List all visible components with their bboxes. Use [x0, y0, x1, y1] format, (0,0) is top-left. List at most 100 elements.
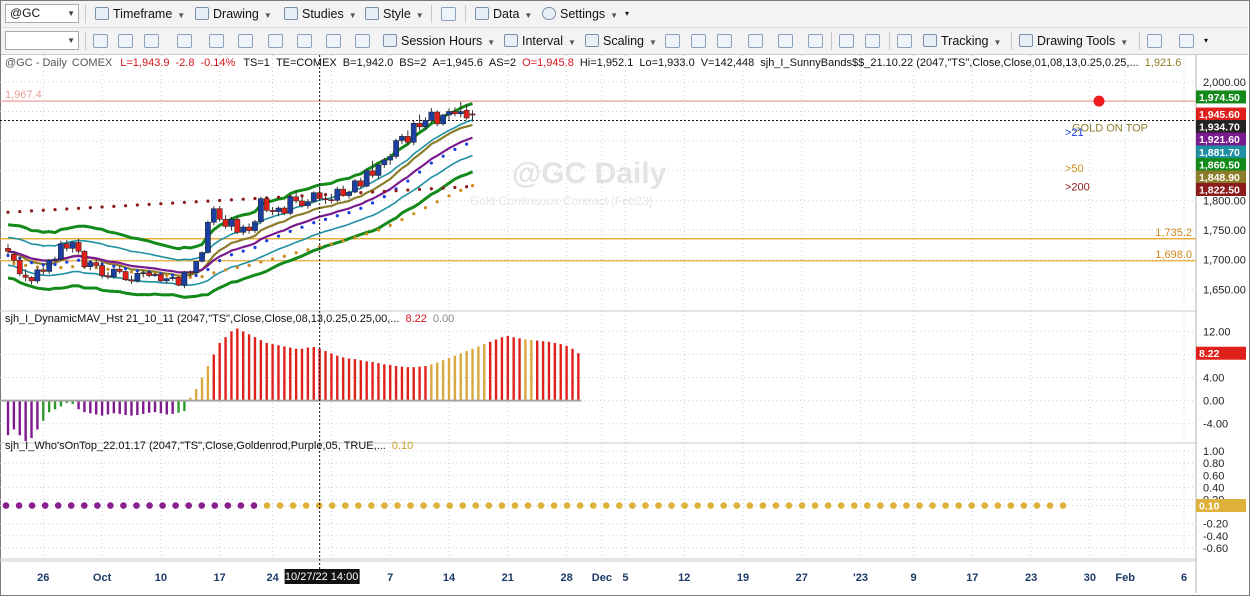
gold-dot — [263, 502, 271, 509]
settings-button[interactable]: Settings ▼ — [542, 4, 618, 24]
candle-body — [363, 170, 370, 187]
candle-body — [140, 272, 147, 274]
price-tag: 1,822.50 — [1199, 184, 1240, 196]
candle-body — [293, 196, 299, 202]
ma200-dot — [41, 208, 45, 212]
gold-dot — [616, 502, 623, 509]
chevron-down-icon: ▼ — [568, 38, 576, 47]
percent-icon[interactable] — [209, 34, 224, 48]
gold-dot — [407, 502, 414, 509]
candle-body — [234, 219, 241, 233]
dynamic-mav-value-2: 0.00 — [433, 313, 454, 325]
ma200-dot — [323, 193, 328, 197]
ma50-dot — [271, 257, 275, 261]
trendline-icon[interactable] — [1147, 34, 1162, 48]
link-icon[interactable] — [326, 34, 341, 48]
histogram-tag: 8.22 — [1199, 348, 1220, 360]
scaling-button[interactable]: Scaling ▼ — [585, 31, 657, 51]
link-icon[interactable] — [355, 34, 370, 48]
ma50-dot — [306, 248, 310, 252]
candle-body — [428, 111, 435, 121]
undo-icon[interactable] — [144, 34, 159, 48]
candle-body — [93, 262, 100, 266]
gold-dot — [576, 502, 584, 509]
chevron-down-icon: ▼ — [993, 38, 1002, 47]
gold-dot — [942, 502, 949, 509]
ma50-dot — [353, 236, 357, 240]
candle-body — [452, 111, 458, 115]
studies-button[interactable]: Studies ▼ — [284, 4, 357, 24]
session-break-icon[interactable] — [808, 34, 823, 48]
whos-on-top-tag: 0.10 — [1199, 501, 1220, 513]
ma21-dot — [171, 273, 175, 277]
drawing-tools-button[interactable]: Drawing Tools ▼ — [1019, 31, 1128, 51]
price-tick-label: 1,650.00 — [1203, 284, 1246, 296]
candlestick-hollow-icon[interactable] — [717, 34, 732, 48]
whos-on-top-tag-bg — [1196, 499, 1246, 513]
ma21-dot — [453, 147, 457, 151]
dollar-icon[interactable] — [177, 34, 192, 48]
timeframe-button[interactable]: Timeframe ▼ — [95, 4, 185, 24]
gauge-icon[interactable] — [1179, 34, 1194, 48]
ohlc-bar-icon[interactable] — [665, 34, 680, 48]
symbol-combo[interactable]: @GC ▼ — [5, 4, 79, 23]
purple-dot — [54, 502, 62, 509]
dot-bar-icon[interactable] — [748, 34, 763, 48]
interval-combo[interactable]: ▼ — [5, 31, 79, 50]
toolbar-overflow-chevron[interactable]: ▾ — [625, 9, 630, 18]
style-label: Style — [383, 7, 411, 21]
style-button[interactable]: Style ▼ — [365, 4, 424, 24]
candle-body — [263, 198, 270, 211]
whos-on-top-tick-label: -0.40 — [1203, 531, 1228, 543]
interval-button[interactable]: Interval ▼ — [504, 31, 576, 51]
price-tick-label: 2,000.00 — [1203, 77, 1246, 89]
bar-icon[interactable] — [297, 34, 312, 48]
candle-body — [440, 114, 446, 125]
watermark-subtitle: Gold Continuous Contract [Feb23] — [470, 194, 652, 208]
ma200-dot — [88, 206, 92, 210]
candlestick-icon[interactable] — [691, 34, 706, 48]
candle-body — [404, 136, 411, 143]
crosshair-date-bg — [284, 569, 360, 584]
drawing-button[interactable]: Drawing ▼ — [195, 4, 272, 24]
sunny-bands-value: 1,921.6 — [1145, 57, 1182, 69]
chart-area[interactable]: 1,967.4 1,735.2 1,698.0 @GC Daily Gold Cont… — [0, 55, 1250, 595]
purple-dot — [250, 502, 258, 509]
annotation-label: >50 — [1065, 163, 1084, 175]
drawing-tools-icon — [1019, 34, 1033, 47]
zoom-out-icon[interactable] — [865, 34, 880, 48]
cursor-icon[interactable] — [93, 34, 108, 48]
ma50-dot — [435, 200, 439, 204]
data-button[interactable]: Data ▼ — [475, 4, 532, 24]
candle-body — [375, 164, 382, 176]
time-tick-label: '23 — [853, 572, 868, 584]
chart-type-icon[interactable] — [268, 34, 283, 48]
grid-icon[interactable] — [238, 34, 253, 48]
candle-body — [205, 222, 211, 253]
ma50-dot — [247, 263, 251, 267]
candle-body — [369, 170, 376, 176]
zoom-out-icon[interactable] — [118, 34, 133, 48]
data-window-icon[interactable] — [897, 34, 912, 48]
price-tag-bg — [1196, 107, 1246, 121]
studies-icon — [284, 7, 298, 20]
chevron-down-icon: ▼ — [67, 36, 75, 45]
purple-dot — [28, 502, 36, 509]
candle-body — [322, 198, 329, 201]
layout-icon[interactable] — [441, 7, 456, 21]
ma21-dot — [218, 259, 222, 263]
gold-dot — [394, 502, 401, 509]
session-hours-button[interactable]: Session Hours ▼ — [383, 31, 495, 51]
ma50-dot — [235, 265, 239, 270]
candle-body — [346, 191, 352, 196]
gold-dot — [498, 502, 506, 509]
gold-dot — [929, 502, 936, 509]
tracking-button[interactable]: Tracking ▼ — [923, 31, 1001, 51]
candle-body — [381, 159, 388, 166]
zoom-in-icon[interactable] — [839, 34, 854, 48]
line-bar-icon[interactable] — [778, 34, 793, 48]
candle-body — [169, 277, 176, 279]
toolbar-overflow-chevron[interactable]: ▾ — [1204, 36, 1209, 45]
candle-body — [275, 207, 282, 212]
time-tick-label: 23 — [1025, 572, 1037, 584]
